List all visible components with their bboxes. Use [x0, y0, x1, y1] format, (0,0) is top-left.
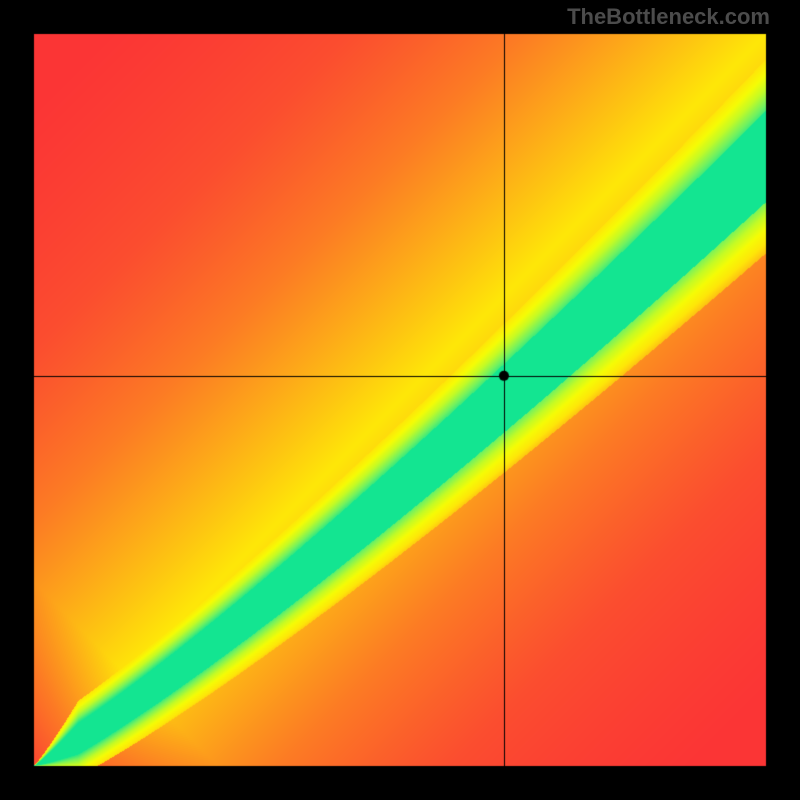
watermark-text: TheBottleneck.com [567, 4, 770, 30]
chart-root: TheBottleneck.com [0, 0, 800, 800]
bottleneck-heatmap [0, 0, 800, 800]
